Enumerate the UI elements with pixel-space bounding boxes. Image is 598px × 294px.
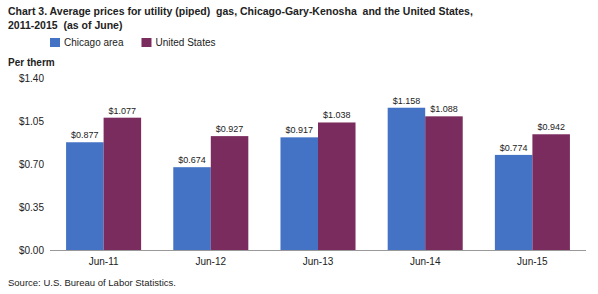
legend-label: United States	[155, 37, 215, 48]
x-tick-label: Jun-15	[517, 256, 548, 267]
y-tick-label: $0.00	[19, 245, 44, 256]
legend-label: Chicago area	[64, 37, 124, 48]
bar	[280, 137, 318, 250]
bar	[495, 155, 533, 250]
bar	[532, 134, 570, 250]
data-label: $1.088	[430, 104, 458, 114]
data-label: $0.942	[537, 122, 565, 132]
x-tick-label: Jun-11	[89, 256, 119, 267]
data-labels: $0.877 $0.674 $0.917 $1.158 $0.774 $1.077 $0.9…	[71, 96, 565, 165]
bar	[318, 122, 356, 250]
bar	[104, 118, 142, 250]
data-label: $1.038	[323, 110, 351, 120]
data-label: $1.077	[109, 106, 137, 116]
data-label: $0.877	[71, 130, 99, 140]
x-axis: Jun-11 Jun-12 Jun-13 Jun-14 Jun-15	[50, 251, 586, 268]
legend: Chicago area United States	[50, 37, 216, 48]
legend-swatch	[141, 38, 151, 47]
bar	[66, 142, 104, 250]
data-label: $0.917	[285, 125, 313, 135]
data-label: $0.774	[500, 143, 528, 153]
title: Chart 3. Average prices for utility (pip…	[8, 5, 473, 17]
x-tick-label: Jun-13	[303, 256, 334, 267]
subtitle: 2011-2015 (as of June)	[8, 19, 122, 31]
source-note: Source: U.S. Bureau of Labor Statistics.	[8, 277, 176, 288]
y-axis: $0.00 $0.35 $0.70 $1.05 $1.40	[19, 73, 44, 256]
bars	[66, 108, 570, 250]
x-tick-label: Jun-12	[196, 256, 227, 267]
bar	[425, 116, 463, 250]
data-label: $1.158	[393, 96, 421, 106]
y-tick-label: $1.05	[19, 116, 44, 127]
x-tick-label: Jun-14	[410, 256, 441, 267]
legend-swatch	[50, 38, 60, 47]
bar	[388, 108, 426, 250]
bar	[173, 167, 211, 250]
page: {"chart_data": { "type": "bar", "title":…	[0, 0, 598, 294]
y-tick-label: $0.70	[19, 159, 44, 170]
x-axis-line	[50, 250, 586, 251]
data-label: $0.927	[216, 124, 244, 134]
y-tick-label: $1.40	[19, 73, 44, 84]
y-axis-label: Per therm	[8, 57, 55, 68]
bar	[211, 136, 249, 250]
chart: Chart 3. Average prices for utility (pip…	[0, 0, 598, 294]
data-label: $0.674	[178, 155, 206, 165]
y-tick-label: $0.35	[19, 202, 44, 213]
